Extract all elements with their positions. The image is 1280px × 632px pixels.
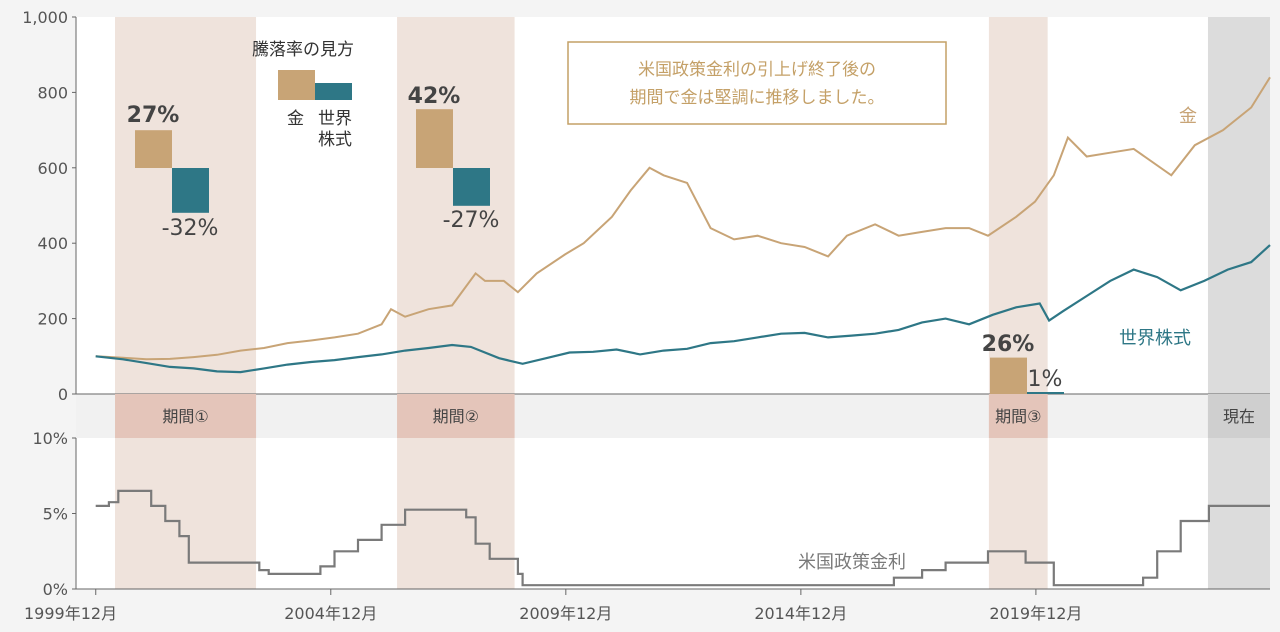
stock-series-label: 世界株式 (1119, 328, 1191, 349)
top-y-tick-label: 200 (37, 310, 68, 329)
period-band-1 (115, 394, 257, 438)
legend-stock-label-line1: 世界 (318, 109, 352, 129)
rate-line (95, 489, 1270, 587)
top-y-tick-label: 0 (58, 385, 68, 404)
legend-gold-label: 金 (287, 109, 304, 129)
bottom-y-tick-label: 10% (32, 429, 68, 448)
stock-line (95, 244, 1271, 374)
x-tick-label: 1999年12月 (24, 604, 117, 623)
bottom-y-tick-label: 0% (43, 580, 68, 599)
period-label-3: 期間③ (995, 407, 1041, 426)
legend-stock-swatch (315, 83, 352, 100)
period-1-gold-bar (135, 130, 172, 168)
period-2-stock-bar (453, 168, 490, 206)
period-band-3 (988, 394, 1048, 438)
legend-stock-label-line2: 株式 (318, 130, 352, 150)
period-shade-1 (115, 17, 257, 589)
bottom-plot-area (76, 438, 1270, 589)
period-2-gold-pct: 42% (408, 84, 461, 109)
top-y-tick-label: 800 (37, 83, 68, 102)
period-band-row (76, 394, 1270, 438)
gold-line (95, 76, 1271, 361)
top-y-tick-label: 600 (37, 159, 68, 178)
period-label-1: 期間① (162, 407, 208, 426)
period-3-stock-bar (1027, 392, 1064, 394)
bottom-y-tick-label: 5% (43, 505, 68, 524)
legend: 騰落率の見方 金 世界 株式 (252, 40, 354, 150)
note-line2: 期間で金は堅調に推移しました。 (630, 88, 885, 108)
current-label: 現在 (1223, 407, 1255, 426)
period-1-gold-pct: 27% (127, 103, 180, 128)
period-3-gold-pct: 26% (982, 332, 1035, 357)
note-box: 米国政策金利の引上げ終了後の 期間で金は堅調に推移しました。 (567, 41, 947, 125)
period-2-gold-bar (416, 109, 453, 168)
current-shade (1207, 17, 1270, 589)
legend-gold-swatch (278, 70, 315, 100)
top-y-tick-label: 1,000 (22, 8, 68, 27)
period-3-gold-bar (990, 357, 1027, 394)
period-band-2 (397, 394, 515, 438)
period-1-stock-pct: -32% (162, 216, 219, 241)
period-label-2: 期間② (433, 407, 479, 426)
note-line1: 米国政策金利の引上げ終了後の (638, 60, 876, 80)
period-1-stock-bar (172, 168, 209, 213)
x-tick-label: 2004年12月 (284, 604, 377, 623)
legend-title: 騰落率の見方 (252, 40, 354, 60)
x-tick-label: 2014年12月 (754, 604, 847, 623)
gold-series-label: 金 (1179, 106, 1197, 127)
rate-series-label: 米国政策金利 (798, 552, 906, 573)
note-frame (567, 41, 947, 125)
x-tick-label: 2009年12月 (519, 604, 612, 623)
period-2-stock-pct: -27% (443, 208, 500, 233)
current-band (1207, 394, 1270, 438)
period-3-stock-pct: 1% (1028, 367, 1063, 392)
top-y-tick-label: 400 (37, 234, 68, 253)
x-tick-label: 2019年12月 (989, 604, 1082, 623)
